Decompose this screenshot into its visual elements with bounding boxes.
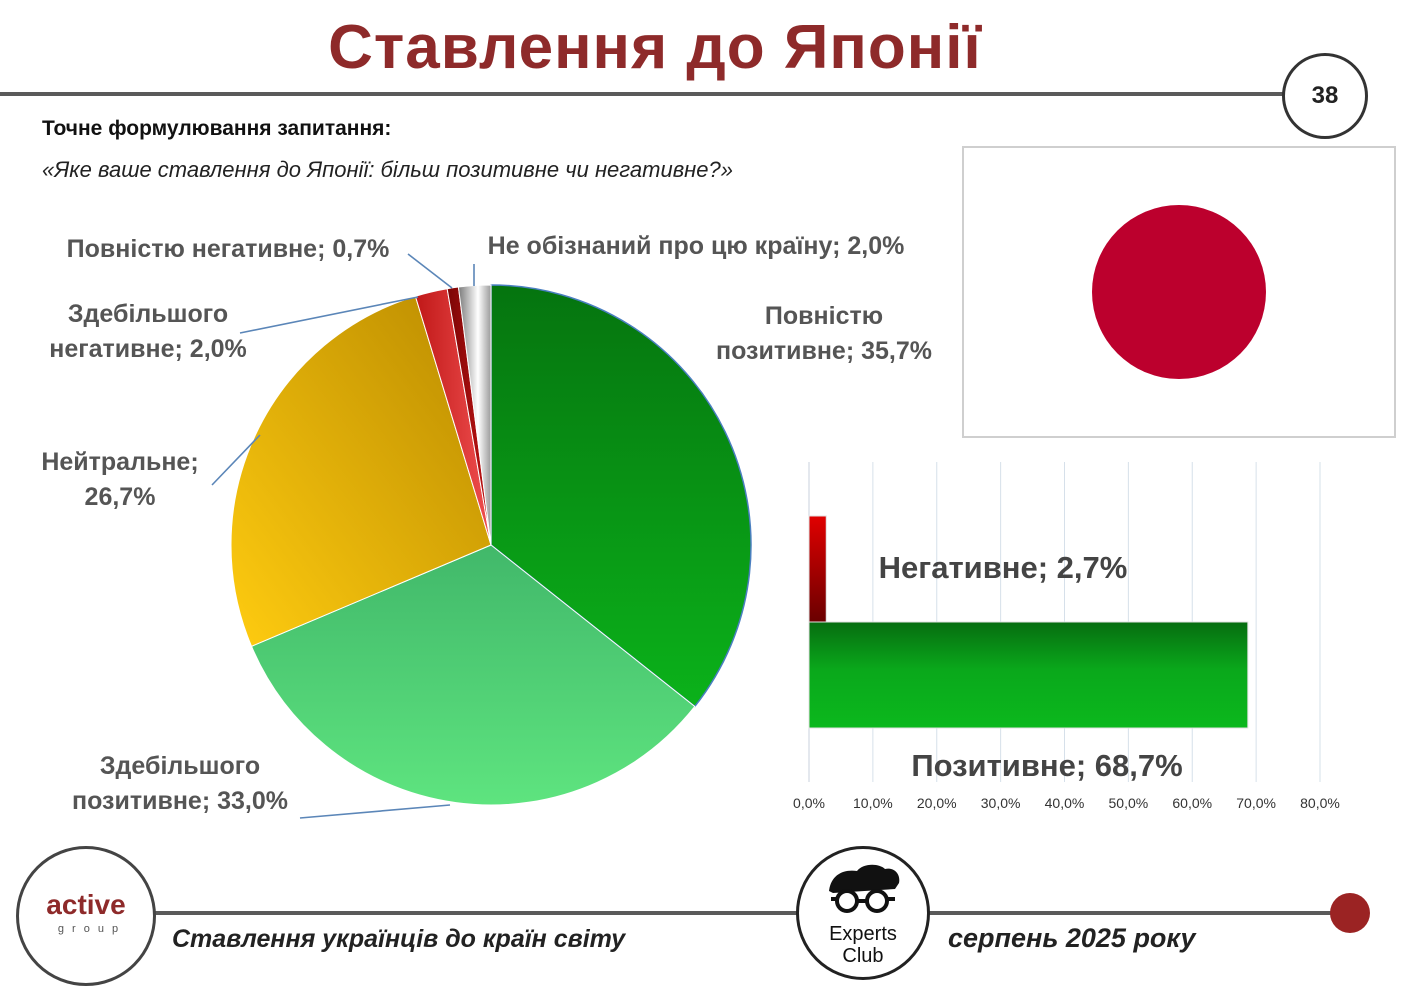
logo-group-text: group <box>57 923 127 935</box>
x-tick-label: 50,0% <box>1109 795 1149 811</box>
pie-label-line: Повністю <box>765 302 883 330</box>
footer-subtitle: Ставлення українців до країн світу <box>172 925 626 953</box>
title-divider <box>0 92 1285 96</box>
pie-slice-0 <box>490 284 752 708</box>
footer-date: серпень 2025 року <box>948 923 1196 953</box>
pie-data-label-1: Здебільшого позитивне; 33,0% <box>72 752 288 815</box>
japan-flag <box>962 146 1396 438</box>
pie-leader-line-3 <box>239 296 419 334</box>
experts-club-text: Experts Club <box>799 923 927 967</box>
pie-data-label-0: Повністю позитивне; 35,7% <box>716 302 932 365</box>
x-tick-label: 30,0% <box>981 795 1021 811</box>
x-tick-label: 80,0% <box>1300 795 1340 811</box>
bar-chart: 0,0% 10,0% 20,0% 30,0% 40,0% 50,0% 60,0% 70,0% 8… <box>793 462 1340 811</box>
footer-dot <box>1330 893 1370 933</box>
logo-active-text: active <box>46 889 126 920</box>
bar-data-label-1: Негативне; 2,7% <box>879 550 1128 585</box>
x-tick-label: 40,0% <box>1045 795 1085 811</box>
x-tick-label: 10,0% <box>853 795 893 811</box>
question-heading: Точне формулювання запитання: <box>42 117 392 140</box>
flag-disc <box>1092 205 1266 379</box>
pie-leader-line-4 <box>407 253 453 289</box>
bar-1 <box>808 515 827 623</box>
active-group-logo: active group <box>16 846 156 986</box>
pie-label-line: Не обізнаний про цю країну; 2,0% <box>488 232 905 260</box>
pie-data-label-2: Нейтральне; 26,7% <box>41 448 198 511</box>
pie-label-line: позитивне; 35,7% <box>716 337 932 365</box>
pie-label-line: Здебільшого <box>100 752 260 780</box>
x-tick-label: 70,0% <box>1236 795 1276 811</box>
bar-data-label-0: Позитивне; 68,7% <box>911 748 1182 783</box>
pie-leader-line-2 <box>211 434 261 486</box>
x-tick-label: 60,0% <box>1172 795 1212 811</box>
bar-0 <box>808 621 1249 729</box>
x-tick-label: 20,0% <box>917 795 957 811</box>
x-tick-label: 0,0% <box>793 795 825 811</box>
experts-line: Experts <box>829 923 897 945</box>
pie-label-line: 26,7% <box>85 483 156 511</box>
club-line: Club <box>842 945 884 967</box>
question-text: «Яке ваше ставлення до Японії: більш поз… <box>42 157 733 182</box>
pie-slice-2 <box>230 295 492 647</box>
page-number-badge: 38 <box>1282 53 1368 139</box>
footer-divider <box>150 911 1350 915</box>
pie-leader-line-1 <box>299 804 451 819</box>
page-title: Ставлення до Японії <box>328 13 982 82</box>
pie-chart: Повністю позитивне; 35,7% Здебільшого позит… <box>41 232 932 819</box>
page-number: 38 <box>1311 82 1339 109</box>
pie-slice-1 <box>250 544 696 806</box>
pie-label-line: позитивне; 33,0% <box>72 787 288 815</box>
pie-data-label-4: Повністю негативне; 0,7% <box>67 235 390 263</box>
pie-data-label-5: Не обізнаний про цю країну; 2,0% <box>488 232 905 260</box>
pie-data-label-3: Здебільшого негативне; 2,0% <box>49 300 247 363</box>
pie-label-line: Здебільшого <box>68 300 228 328</box>
pie-label-line: негативне; 2,0% <box>49 335 247 363</box>
experts-club-logo: Experts Club <box>796 846 930 980</box>
pie-label-line: Нейтральне; <box>41 448 198 476</box>
experts-glasses-icon <box>829 864 900 913</box>
pie-label-line: Повністю негативне; 0,7% <box>67 235 390 263</box>
